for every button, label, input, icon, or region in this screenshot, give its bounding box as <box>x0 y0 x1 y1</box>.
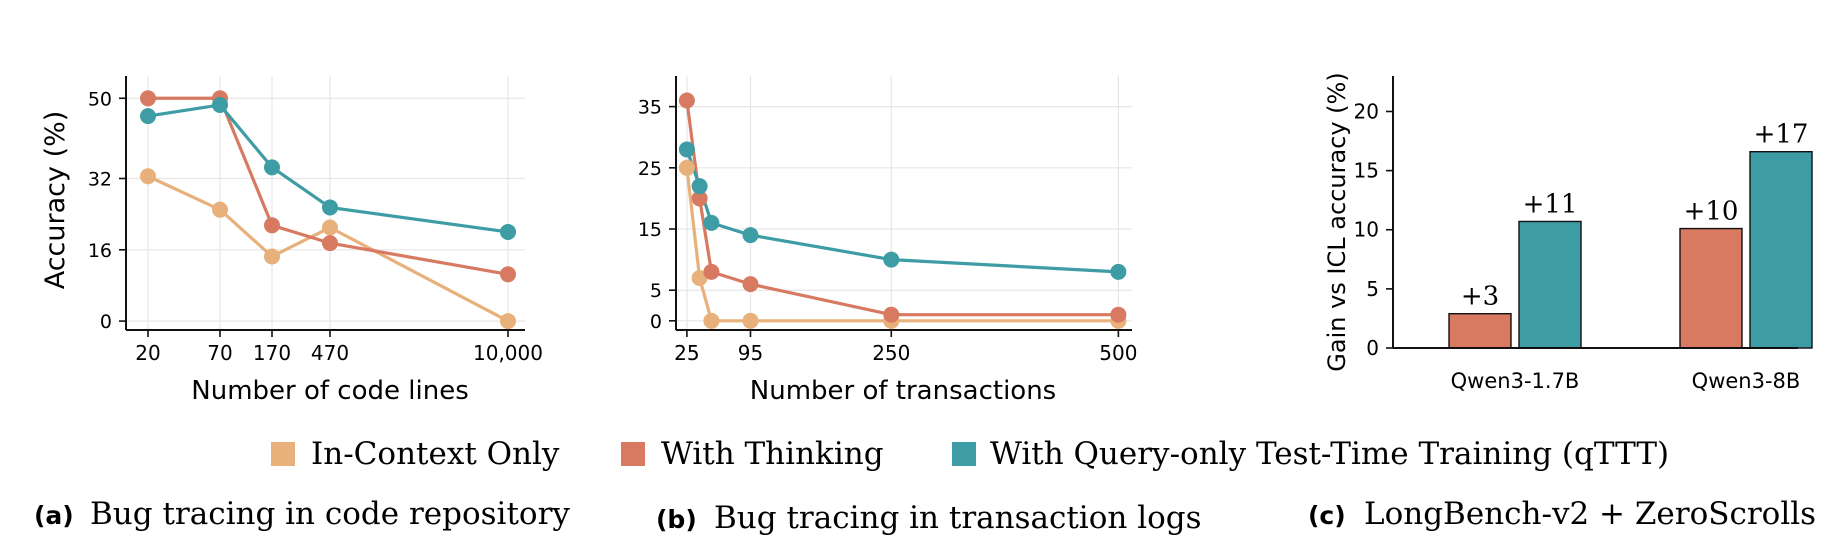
panel-a-point-with-query-only-test-time-training-qttt-2 <box>264 159 280 176</box>
legend-swatch-qttt <box>952 442 976 466</box>
panel-a-point-in-context-only-2 <box>264 248 280 265</box>
panel-a-point-with-thinking-2 <box>264 217 280 234</box>
panel-b-point-with-query-only-test-time-training-qttt-1 <box>691 178 708 195</box>
panel-a-point-with-thinking-4 <box>500 266 516 283</box>
panel-a-point-in-context-only-4 <box>500 313 516 330</box>
captions: (a) Bug tracing in code repository (b) B… <box>34 496 1816 536</box>
panel-a-ytick-label-32: 32 <box>88 168 112 190</box>
panel-b-point-with-query-only-test-time-training-qttt-5 <box>1110 263 1127 280</box>
panel-b-point-with-query-only-test-time-training-qttt-2 <box>703 214 720 231</box>
panel-b-ytick-label-5: 5 <box>650 280 662 302</box>
panel-b-transaction-logs: 0 5 15 25 35 25 95 250 500 Number of transaction… <box>638 76 1137 406</box>
panel-a-point-in-context-only-3 <box>322 219 338 236</box>
caption-c-tag: (c) <box>1308 501 1346 530</box>
panel-c-longbench-zeroscrolls: +3 +11 +10 +17 Qwen3-1.7B Qwen3-8B 0 5 10 15 20 G… <box>1323 72 1813 393</box>
panel-a-x-axis-label: Number of code lines <box>191 376 468 406</box>
panel-b-xtick-label-250: 250 <box>872 341 910 365</box>
panel-b-point-with-thinking-5 <box>1110 306 1127 323</box>
panel-c-ytick-label-5: 5 <box>1366 277 1379 301</box>
caption-a-text: Bug tracing in code repository <box>90 496 570 532</box>
panel-c-bar-label-with-query-only-test-time-training-qttt-qwen3-8b: +17 <box>1754 120 1809 150</box>
panel-b-ytick-label-25: 25 <box>638 158 662 180</box>
panel-b-ytick-label-15: 15 <box>638 219 662 241</box>
panel-a-xtick-label-2: 170 <box>253 341 291 365</box>
panel-a-code-repository: 0 16 32 50 20 70 170 470 10,000 Number of code l… <box>40 76 543 406</box>
panel-b-point-with-thinking-1 <box>691 190 708 207</box>
legend-label-in-context: In-Context Only <box>311 436 560 472</box>
panel-b-point-with-thinking-2 <box>703 263 720 280</box>
panel-b-point-in-context-only-3 <box>742 312 759 329</box>
panel-b-point-with-query-only-test-time-training-qttt-0 <box>678 141 695 158</box>
panel-b-point-in-context-only-2 <box>703 312 720 329</box>
panel-c-y-axis-label: Gain vs ICL accuracy (%) <box>1323 72 1351 371</box>
panel-c-bar-label-with-thinking-qwen3-8b: +10 <box>1684 197 1739 227</box>
panel-a-point-with-query-only-test-time-training-qttt-4 <box>500 223 516 240</box>
legend: In-Context Only With Thinking With Query… <box>271 436 1669 472</box>
panel-a-xtick-label-3: 470 <box>311 341 349 365</box>
panel-a-ytick-label-0: 0 <box>100 311 112 333</box>
panel-b-point-with-query-only-test-time-training-qttt-3 <box>742 227 759 244</box>
panel-c-bar-label-with-query-only-test-time-training-qttt-qwen3-1-7b: +11 <box>1523 189 1578 219</box>
panel-b-ytick-label-0: 0 <box>650 311 662 333</box>
panel-c-bar-with-thinking-qwen3-8b <box>1679 227 1743 349</box>
panel-b-line-in-context-only <box>685 167 1119 323</box>
panel-b-x-axis-label: Number of transactions <box>750 376 1056 406</box>
panel-a-y-axis-label: Accuracy (%) <box>40 111 71 290</box>
panel-c-bar-label-with-thinking-qwen3-1-7b: +3 <box>1461 282 1499 312</box>
panel-a-xtick-label-0: 20 <box>135 341 160 365</box>
panel-a-point-with-thinking-3 <box>322 235 338 252</box>
panel-b-point-with-query-only-test-time-training-qttt-4 <box>883 251 900 268</box>
legend-swatch-thinking <box>621 442 645 466</box>
panel-c-ytick-label-0: 0 <box>1366 336 1379 360</box>
panel-b-point-with-thinking-0 <box>678 92 695 109</box>
panel-c-ytick-label-10: 10 <box>1354 218 1379 242</box>
panel-b-xtick-label-500: 500 <box>1099 341 1137 365</box>
panel-a-ytick-label-16: 16 <box>88 240 112 262</box>
panel-b-xtick-label-25: 25 <box>674 341 699 365</box>
panel-c-bar-with-query-only-test-time-training-qttt-qwen3-1-7b <box>1518 220 1582 349</box>
panel-b-point-in-context-only-0 <box>678 159 695 176</box>
caption-a-tag: (a) <box>34 501 74 530</box>
caption-b-tag: (b) <box>656 505 697 534</box>
panel-c-xtick-label-qwen3-1-7b: Qwen3-1.7B <box>1451 369 1580 393</box>
panel-a-point-with-thinking-0 <box>140 90 156 107</box>
panel-b-point-with-thinking-4 <box>883 306 900 323</box>
panel-c-bar-with-thinking-qwen3-1-7b <box>1448 313 1512 349</box>
legend-label-qttt: With Query-only Test-Time Training (qTTT… <box>990 436 1669 472</box>
panel-a-point-in-context-only-0 <box>140 168 156 185</box>
legend-swatch-in-context <box>271 442 295 466</box>
panel-b-point-with-thinking-3 <box>742 276 759 293</box>
legend-label-thinking: With Thinking <box>661 436 884 472</box>
caption-c-text: LongBench-v2 + ZeroScrolls <box>1364 496 1816 532</box>
panel-b-xtick-label-95: 95 <box>738 341 763 365</box>
panel-c-bar-with-query-only-test-time-training-qttt-qwen3-8b <box>1749 150 1813 349</box>
panel-a-point-with-query-only-test-time-training-qttt-1 <box>212 96 228 113</box>
panel-a-ytick-label-50: 50 <box>88 88 112 110</box>
panel-a-point-with-query-only-test-time-training-qttt-0 <box>140 108 156 125</box>
panel-b-point-in-context-only-1 <box>691 269 708 286</box>
panel-c-ytick-label-15: 15 <box>1354 159 1379 183</box>
panel-a-point-in-context-only-1 <box>212 201 228 218</box>
caption-b-text: Bug tracing in transaction logs <box>714 500 1202 536</box>
panel-a-xtick-label-1: 70 <box>207 341 232 365</box>
panel-a-xtick-label-4: 10,000 <box>473 341 543 365</box>
panel-b-ytick-label-35: 35 <box>638 97 662 119</box>
panel-a-point-with-query-only-test-time-training-qttt-3 <box>322 199 338 216</box>
panel-c-ytick-label-20: 20 <box>1354 99 1379 123</box>
panel-c-xtick-label-qwen3-8b: Qwen3-8B <box>1692 369 1801 393</box>
